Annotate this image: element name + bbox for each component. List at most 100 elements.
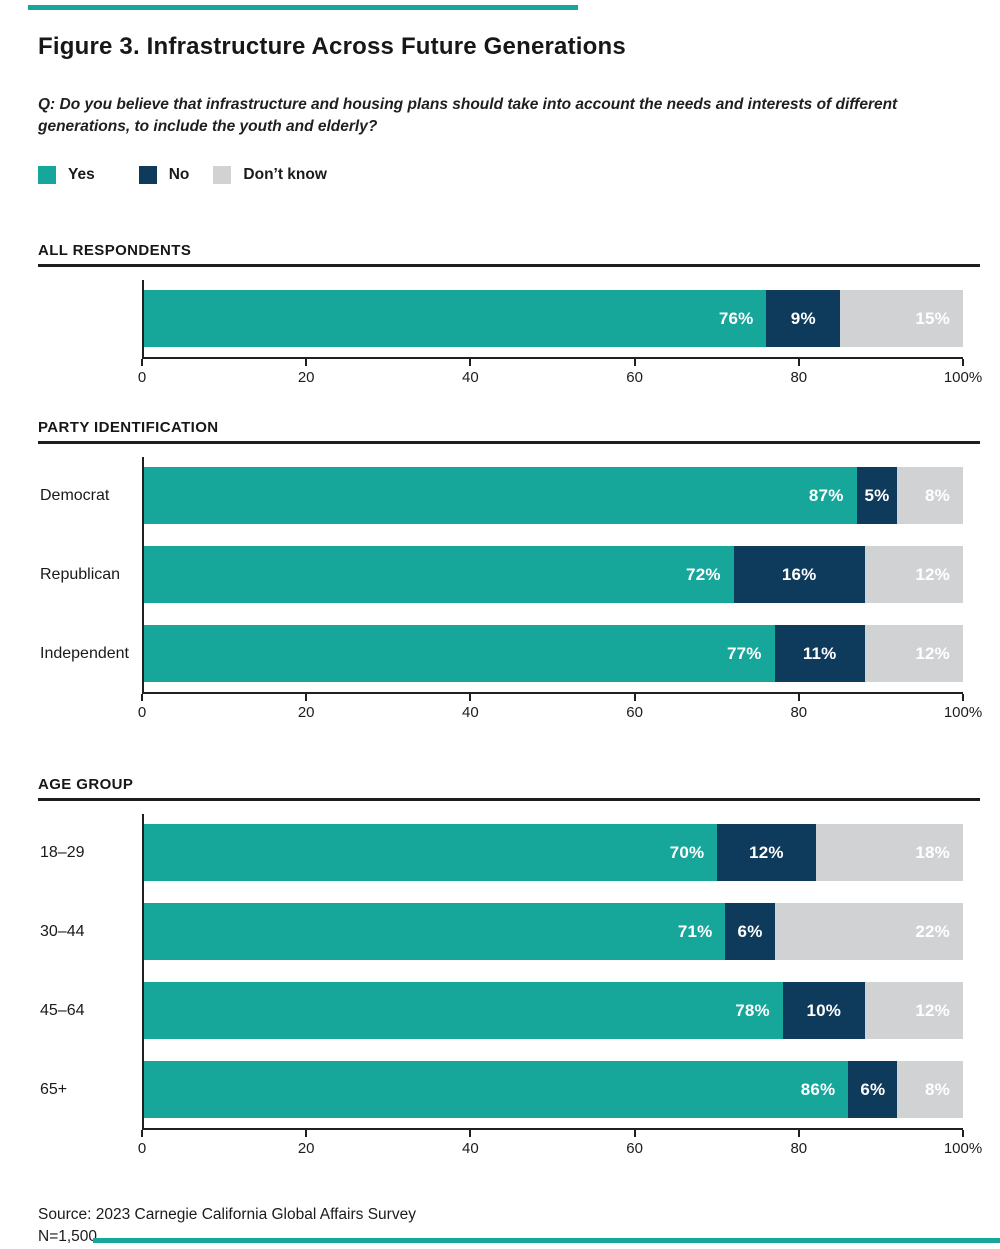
legend: Yes No Don’t know [38, 166, 980, 184]
axis-tick [469, 1130, 472, 1137]
bar-segment-no: 6% [848, 1061, 898, 1118]
section-age-group: AGE GROUP 18–29 70% 12% 18% 30–44 71% 6% 22% 45–… [38, 776, 982, 1162]
stacked-bar: 77% 11% 12% [144, 625, 963, 682]
legend-item-yes: Yes [38, 166, 95, 184]
plot-area: 76% 9% 15% [142, 280, 963, 357]
legend-item-no: No [138, 166, 189, 184]
category-label: Republican [40, 565, 121, 583]
axis-tick-label: 20 [297, 1140, 315, 1157]
axis-tick-label: 40 [462, 1140, 479, 1157]
x-axis: 0 20 40 60 80 100% [138, 692, 982, 726]
segment-value-label: 9% [790, 308, 816, 328]
bar-segment-yes: 87% [144, 467, 857, 524]
axis-tick [962, 359, 964, 366]
axis-tick-label: 100% [943, 704, 983, 721]
axis-tick-label: 0 [137, 704, 147, 721]
bar-segment-dont-know: 12% [864, 982, 963, 1039]
bar-segment-no: 5% [856, 467, 898, 524]
bottom-accent-rule [93, 1238, 1000, 1243]
bar-segment-yes: 76% [144, 290, 767, 347]
bar-segment-no: 6% [725, 903, 775, 960]
bar-row: 18–29 70% 12% 18% [40, 824, 963, 881]
bar-segment-yes: 86% [144, 1061, 849, 1118]
plot-area: 18–29 70% 12% 18% 30–44 71% 6% 22% 45–64 78% 10% 12… [40, 814, 963, 1128]
stacked-bar: 70% 12% 18% [144, 824, 963, 881]
age-group-stacked-bar-chart: 18–29 70% 12% 18% 30–44 71% 6% 22% 45–64 78% 10% 12… [38, 814, 982, 1162]
segment-value-label: 8% [925, 485, 950, 505]
segment-value-label: 12% [915, 564, 950, 584]
bar-segment-yes: 78% [144, 982, 783, 1039]
top-accent-rule [28, 5, 578, 10]
bar-segment-yes: 77% [144, 625, 775, 682]
axis-tick-label: 80 [790, 704, 808, 721]
axis-tick-label: 80 [790, 1140, 808, 1157]
axis-tick-label: 100% [943, 1140, 983, 1157]
bar-segment-dont-know: 12% [864, 546, 963, 603]
segment-value-label: 18% [915, 842, 950, 862]
source-line: Source: 2023 Carnegie California Global … [38, 1206, 416, 1223]
category-label: Democrat [40, 486, 110, 504]
axis-tick [962, 694, 964, 701]
axis-tick-label: 60 [626, 704, 643, 721]
stacked-bar: 76% 9% 15% [144, 290, 963, 347]
bar-row: 30–44 71% 6% 22% [40, 903, 963, 960]
dont-know-swatch-icon [213, 166, 232, 184]
segment-value-label: 5% [864, 485, 890, 505]
segment-value-label: 12% [749, 842, 784, 862]
segment-value-label: 6% [737, 921, 763, 941]
axis-tick [797, 359, 800, 366]
segment-value-label: 8% [925, 1079, 950, 1099]
axis-tick-label: 100% [943, 369, 983, 386]
axis-tick-label: 60 [626, 369, 643, 386]
x-axis: 0 20 40 60 80 100% [138, 1128, 982, 1162]
survey-question: Q: Do you believe that infrastructure an… [38, 96, 898, 135]
bar-segment-dont-know: 8% [897, 467, 963, 524]
bar-row: 45–64 78% 10% 12% [40, 982, 963, 1039]
axis-tick-label: 0 [137, 369, 147, 386]
segment-value-label: 12% [915, 1000, 950, 1020]
axis-tick [141, 359, 143, 366]
bar-segment-dont-know: 22% [774, 903, 963, 960]
bar-segment-yes: 72% [144, 546, 734, 603]
axis-tick [633, 694, 636, 701]
segment-value-label: 72% [686, 564, 721, 584]
plot-area: Democrat 87% 5% 8% Republican 72% 16% 12% Indepe… [40, 457, 963, 692]
segment-value-label: 71% [677, 921, 713, 941]
segment-value-label: 12% [915, 643, 950, 663]
segment-value-label: 22% [915, 921, 950, 941]
bar-segment-dont-know: 12% [864, 625, 963, 682]
sample-size-line: N=1,500 [38, 1228, 98, 1246]
bar-row: Republican 72% 16% 12% [40, 546, 963, 603]
section-all-respondents: ALL RESPONDENTS 76% 9% 15% 0 20 40 60 80 100% [38, 242, 982, 391]
bar-segment-dont-know: 15% [840, 290, 963, 347]
stacked-bar: 87% 5% 8% [144, 467, 963, 524]
legend-label-yes: Yes [68, 166, 95, 183]
section-rule [38, 264, 980, 267]
bar-segment-no: 16% [733, 546, 865, 603]
category-label: 45–64 [40, 1001, 85, 1019]
bar-segment-no: 9% [766, 290, 841, 347]
party-identification-stacked-bar-chart: Democrat 87% 5% 8% Republican 72% 16% 12% Indepe… [38, 457, 982, 726]
segment-value-label: 15% [915, 308, 950, 328]
bar-row: Independent 77% 11% 12% [40, 625, 963, 682]
bar-segment-dont-know: 18% [815, 824, 963, 881]
axis-tick [633, 359, 636, 366]
section-rule [38, 798, 980, 801]
category-label: Independent [40, 644, 129, 662]
segment-value-label: 70% [669, 842, 705, 862]
bar-segment-no: 12% [717, 824, 816, 881]
bar-row: Democrat 87% 5% 8% [40, 467, 963, 524]
bar-row: 76% 9% 15% [144, 290, 963, 347]
all-respondents-stacked-bar-chart: 76% 9% 15% 0 20 40 60 80 100% [38, 280, 982, 391]
axis-tick [305, 694, 308, 701]
segment-value-label: 10% [806, 1000, 842, 1020]
bar-segment-yes: 71% [144, 903, 726, 960]
axis-tick-label: 60 [626, 1140, 643, 1157]
bar-segment-yes: 70% [144, 824, 718, 881]
axis-tick-label: 80 [790, 369, 808, 386]
section-rule [38, 441, 980, 444]
axis-tick-label: 40 [462, 704, 479, 721]
bar-segment-dont-know: 8% [897, 1061, 963, 1118]
section-heading-all-respondents: ALL RESPONDENTS [38, 242, 192, 259]
